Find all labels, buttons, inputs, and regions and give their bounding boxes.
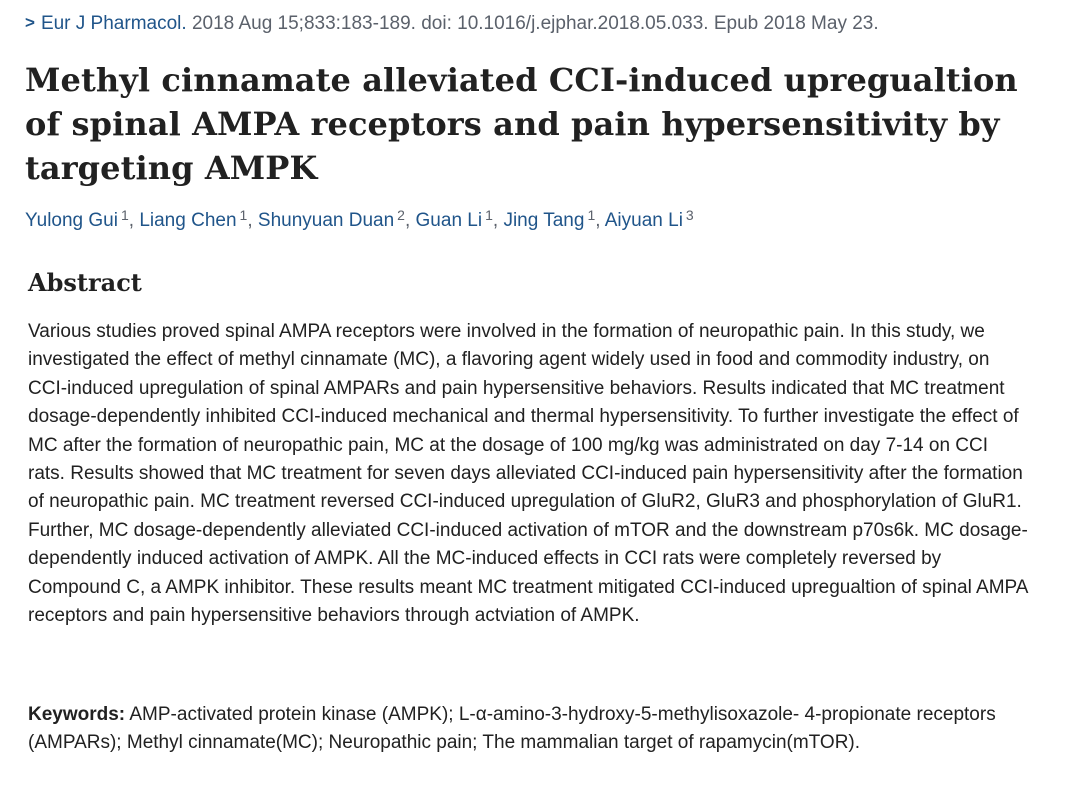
keywords-text: AMP-activated protein kinase (AMPK); L-α… [28, 704, 996, 754]
author-separator: , [595, 210, 605, 231]
journal-link[interactable]: Eur J Pharmacol. [40, 13, 187, 34]
affiliation-marker[interactable]: 2 [397, 207, 405, 223]
affiliation-marker[interactable]: 3 [685, 207, 694, 223]
citation-details: 2018 Aug 15;833:183-189. doi: 10.1016/j.… [186, 13, 879, 34]
chevron-right-icon[interactable]: > [25, 13, 35, 32]
abstract-text: Various studies proved spinal AMPA recep… [28, 321, 1028, 627]
author-separator: , [247, 210, 258, 231]
affiliation-marker[interactable]: 1 [239, 207, 248, 223]
affiliation-marker[interactable]: 1 [587, 207, 596, 223]
author-link[interactable]: Jing Tang [503, 210, 585, 231]
author-link[interactable]: Shunyuan Duan [257, 210, 395, 231]
author-link[interactable]: Yulong Gui [25, 210, 118, 231]
affiliation-marker[interactable]: 1 [485, 207, 493, 223]
keywords: Keywords: AMP-activated protein kinase (… [28, 701, 1028, 758]
author-list: Yulong Gui 1, Liang Chen 1, Shunyuan Duan 2… [25, 207, 694, 232]
article-title: Methyl cinnamate alleviated CCI-induced … [25, 61, 1018, 187]
author-separator: , [404, 210, 416, 231]
citation-line: > Eur J Pharmacol. 2018 Aug 15;833:183-18… [25, 13, 879, 35]
author-separator: , [128, 210, 140, 231]
author-link[interactable]: Guan Li [415, 210, 483, 231]
abstract-heading: Abstract [28, 268, 142, 297]
author-separator: , [492, 210, 504, 231]
keywords-label: Keywords: [28, 704, 126, 725]
author-link[interactable]: Aiyuan Li [604, 210, 683, 231]
affiliation-marker[interactable]: 1 [120, 207, 129, 223]
author-link[interactable]: Liang Chen [139, 210, 237, 231]
